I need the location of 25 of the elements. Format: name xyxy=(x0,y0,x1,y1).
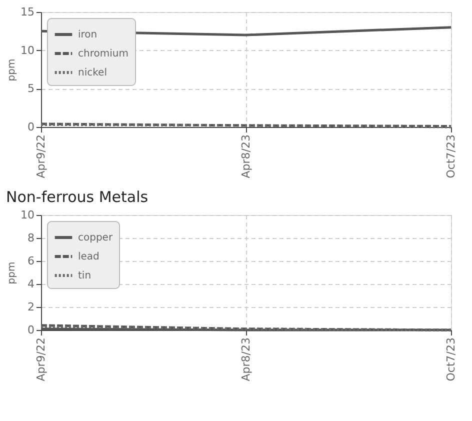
y-tick-label: 15 xyxy=(20,6,34,18)
y-tick-label: 10 xyxy=(20,208,34,222)
y-tick-label: 5 xyxy=(28,82,34,96)
y-tick-label: 10 xyxy=(20,44,34,57)
y-tick-label: 6 xyxy=(28,254,34,268)
legend-label: chromium xyxy=(78,48,128,60)
x-tick-label: Apr8/23 xyxy=(240,134,252,178)
y-axis-title: ppm xyxy=(6,58,18,82)
x-tick-label: Oct7/23 xyxy=(444,338,458,382)
x-tick-label: Apr8/23 xyxy=(240,338,252,382)
x-tick-label: Apr9/22 xyxy=(34,134,48,178)
y-tick-label: 8 xyxy=(28,232,34,244)
x-tick-label: Oct7/23 xyxy=(444,134,458,178)
y-tick-label: 2 xyxy=(28,300,34,314)
chart-title: Non-ferrous Metals xyxy=(6,188,148,206)
legend-label: tin xyxy=(78,270,92,282)
y-tick-label: 0 xyxy=(28,324,34,336)
legend-label: nickel xyxy=(78,68,107,78)
x-tick-label: Apr9/22 xyxy=(34,338,48,382)
y-axis-title: ppm xyxy=(6,262,18,284)
legend-label: iron xyxy=(78,30,98,40)
legend-label: lead xyxy=(78,252,100,262)
legend-label: copper xyxy=(78,232,114,244)
y-tick-label: 4 xyxy=(28,278,34,290)
y-tick-label: 0 xyxy=(28,120,34,134)
